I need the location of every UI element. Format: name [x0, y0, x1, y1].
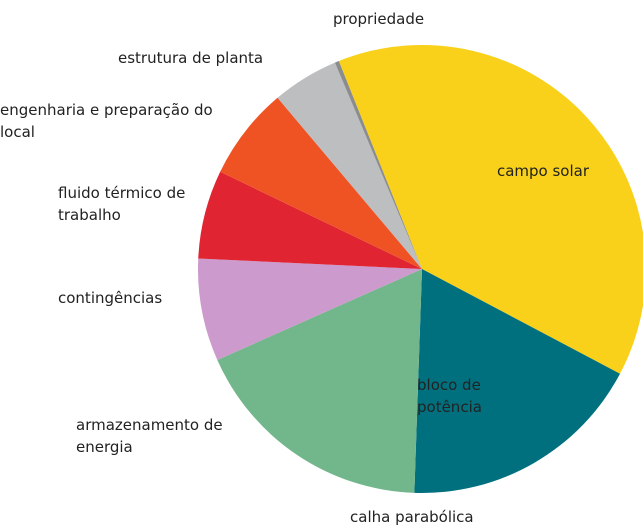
pie-slice — [277, 62, 422, 269]
pie-slice — [334, 61, 422, 269]
slice-label: campo solar — [496, 162, 590, 180]
slice-label: contingências — [58, 289, 163, 307]
slice-label: fluido térmico de trabalho — [58, 184, 186, 224]
slice-label: engenharia e preparação do local — [0, 101, 213, 141]
slice-label: armazenamento de energia — [76, 416, 223, 456]
pie-slice — [338, 45, 643, 374]
slice-label: estrutura de planta — [118, 49, 264, 67]
chart-title: calha parabólica — [350, 508, 474, 526]
pie-slice — [198, 171, 422, 269]
pie-slice — [220, 97, 422, 269]
slice-label: propriedade — [333, 10, 425, 28]
pie-slice — [198, 258, 422, 360]
slice-label: bloco de potência — [417, 376, 482, 416]
pie-slice — [414, 269, 621, 493]
pie-slice — [217, 269, 422, 493]
